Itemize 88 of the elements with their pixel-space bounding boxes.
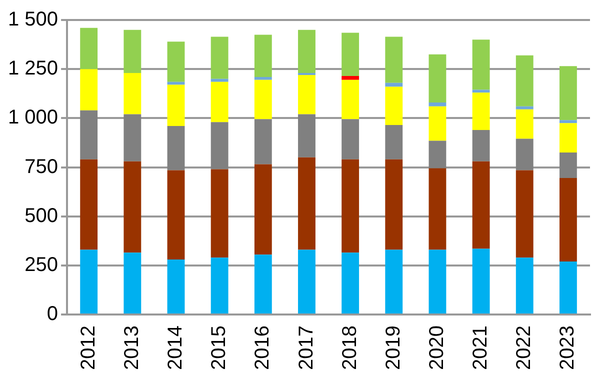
bar	[559, 261, 577, 314]
bar	[298, 250, 316, 314]
bar	[385, 82, 403, 87]
bar	[559, 120, 577, 124]
bar	[167, 260, 185, 314]
bar	[167, 82, 185, 85]
bar	[516, 170, 534, 258]
bar	[428, 102, 446, 106]
bar	[385, 36, 403, 83]
bar	[80, 69, 98, 110]
bar	[428, 140, 446, 168]
x-tick-label: 2014	[164, 326, 187, 370]
x-tick-label: 2021	[470, 326, 492, 370]
bar	[210, 36, 228, 79]
x-tick-label: 2015	[208, 326, 230, 370]
bar	[210, 122, 228, 170]
bar	[80, 28, 98, 70]
bar	[342, 80, 360, 120]
bar	[80, 110, 98, 160]
bar	[298, 157, 316, 250]
bar	[516, 258, 534, 314]
bar	[385, 125, 403, 160]
y-tick-label: 1 000	[8, 106, 58, 129]
bar	[210, 82, 228, 122]
bar	[342, 76, 360, 80]
bar	[472, 248, 490, 314]
x-tick-label: 2019	[382, 326, 404, 370]
bar	[472, 161, 490, 249]
x-tick-label: 2017	[295, 326, 318, 370]
bar	[472, 130, 490, 162]
bar	[472, 40, 490, 90]
x-tick-label: 2023	[556, 326, 579, 370]
bar	[254, 254, 272, 314]
bar	[559, 123, 577, 153]
bar	[167, 126, 185, 170]
bar	[80, 250, 98, 314]
bar	[342, 32, 360, 76]
y-tick-label: 750	[24, 156, 58, 178]
bar	[124, 252, 142, 314]
bar	[516, 106, 534, 110]
x-tick-label: 2022	[513, 326, 536, 370]
bar	[472, 92, 490, 130]
bar	[516, 55, 534, 106]
bar	[559, 178, 577, 262]
bar	[167, 84, 185, 126]
bar	[298, 30, 316, 74]
bar	[428, 54, 446, 102]
bar	[210, 258, 228, 314]
bar	[210, 78, 228, 82]
bar	[385, 86, 403, 126]
bar	[210, 169, 228, 258]
bar	[254, 80, 272, 120]
bar	[254, 164, 272, 255]
bar	[124, 73, 142, 114]
bar	[342, 119, 360, 160]
bar	[559, 152, 577, 178]
x-tick-label: 2020	[426, 326, 448, 370]
y-tick-label: 1 250	[8, 58, 58, 80]
bar	[342, 159, 360, 253]
bar	[385, 250, 403, 314]
bar	[298, 114, 316, 158]
x-tick-label: 2016	[252, 326, 274, 370]
x-tick-label: 2013	[120, 326, 143, 370]
bar	[124, 30, 142, 74]
bar	[80, 159, 98, 250]
bar	[124, 161, 142, 253]
bar	[124, 114, 142, 162]
bar	[385, 159, 403, 250]
bar	[516, 109, 534, 139]
bar	[254, 76, 272, 80]
y-tick-label: 0	[46, 303, 58, 326]
bar	[167, 42, 185, 82]
bar	[516, 138, 534, 170]
x-tick-label: 2018	[338, 326, 361, 370]
bar	[472, 90, 490, 93]
bar	[428, 106, 446, 141]
bar	[342, 252, 360, 314]
bar	[298, 74, 316, 114]
y-tick-label: 500	[24, 204, 58, 227]
bar	[254, 34, 272, 77]
bar	[428, 168, 446, 250]
y-tick-label: 1 500	[8, 8, 58, 31]
bar	[428, 250, 446, 314]
bar	[559, 66, 577, 120]
x-tick-label: 2012	[77, 326, 100, 370]
bar	[167, 170, 185, 260]
y-tick-label: 250	[24, 254, 58, 276]
bar	[254, 119, 272, 164]
